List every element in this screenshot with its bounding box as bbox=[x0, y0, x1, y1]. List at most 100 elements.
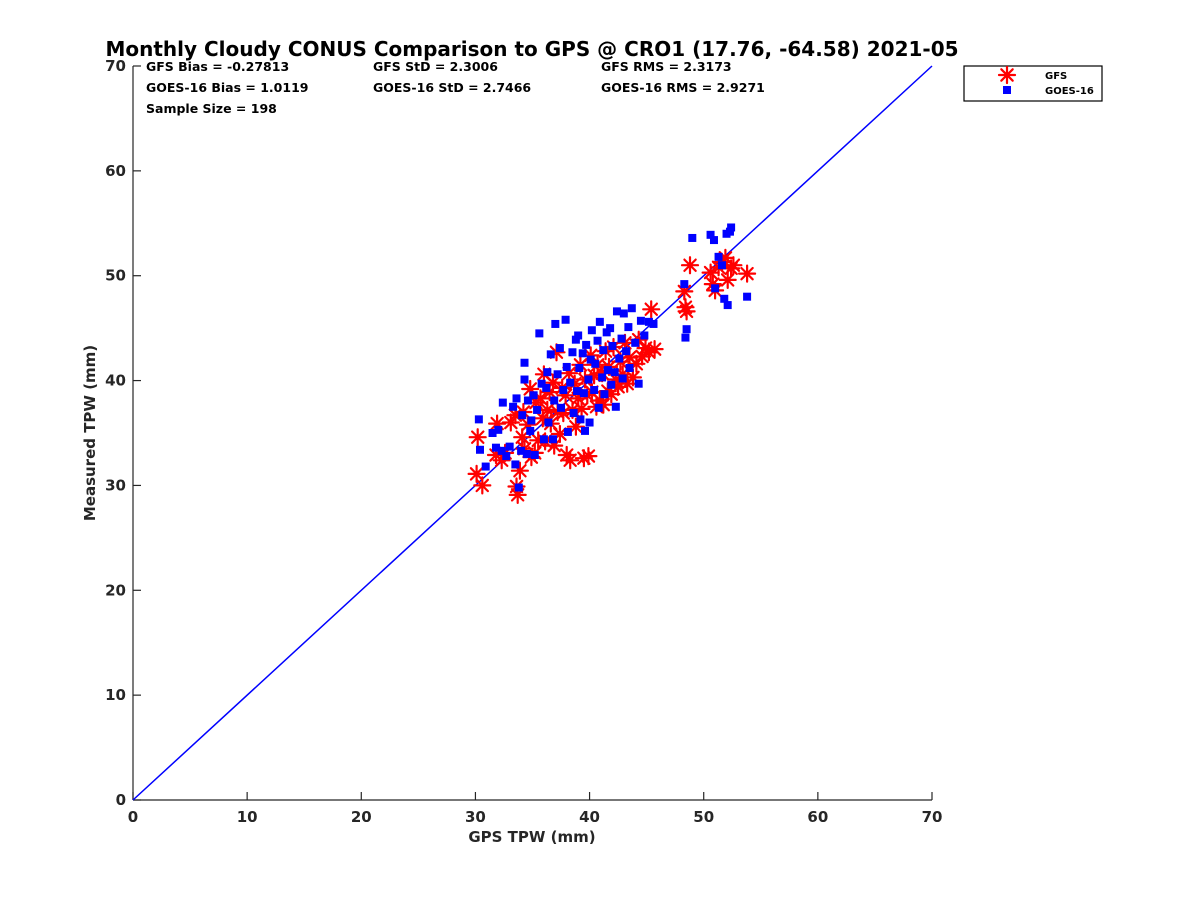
y-tick-label: 40 bbox=[105, 372, 126, 390]
gfs-point bbox=[506, 406, 525, 425]
gfs-point bbox=[510, 461, 529, 480]
goes16-point bbox=[578, 349, 587, 358]
gfs-point bbox=[585, 366, 604, 385]
x-tick-label: 40 bbox=[579, 808, 600, 826]
goes16-point bbox=[725, 227, 734, 236]
gfs-point bbox=[716, 248, 735, 267]
gfs-point bbox=[545, 436, 564, 455]
gfs-point-shape bbox=[703, 275, 722, 294]
gfs-std-stat: GFS StD = 2.3006 bbox=[373, 59, 498, 74]
gfs-point-shape bbox=[574, 449, 593, 468]
gfs-point bbox=[594, 395, 613, 414]
goes16-point bbox=[568, 348, 577, 357]
goes16-point bbox=[527, 416, 536, 425]
goes16-point bbox=[555, 344, 564, 353]
goes16-point bbox=[594, 403, 603, 412]
legend: GFS GOES-16 bbox=[963, 65, 1103, 102]
gfs-point bbox=[620, 348, 639, 367]
gfs-point-shape bbox=[468, 428, 487, 447]
gfs-point bbox=[593, 364, 612, 383]
gfs-point bbox=[550, 424, 569, 444]
goes16-point bbox=[607, 380, 616, 389]
gfs-point-shape bbox=[642, 300, 661, 319]
goes16-point bbox=[539, 435, 548, 444]
goes16-point bbox=[610, 368, 619, 377]
gfs-point bbox=[473, 476, 492, 495]
goes16-point bbox=[511, 460, 520, 469]
goes16-point bbox=[497, 446, 506, 455]
goes16-point bbox=[640, 331, 649, 340]
gfs-point bbox=[565, 374, 584, 393]
gfs-point bbox=[556, 386, 575, 405]
gfs-point bbox=[627, 354, 646, 373]
goes16-point bbox=[520, 375, 529, 384]
gfs-point-shape bbox=[543, 373, 563, 392]
legend-gfs-asterisk-shape bbox=[997, 65, 1017, 85]
gfs-point bbox=[543, 373, 563, 392]
goes16-point bbox=[590, 386, 599, 395]
gfs-point-shape bbox=[572, 399, 591, 418]
goes16-point bbox=[559, 386, 568, 395]
goes16-point bbox=[573, 387, 582, 396]
goes-bias-stat: GOES-16 Bias = 1.0119 bbox=[146, 80, 308, 95]
goes16-point bbox=[551, 319, 560, 328]
legend-gfs-label: GFS bbox=[1045, 71, 1067, 82]
goes16-point bbox=[566, 378, 575, 387]
goes16-point bbox=[544, 418, 553, 427]
gfs-point-shape bbox=[633, 347, 652, 366]
gfs-point-shape bbox=[675, 282, 694, 301]
goes16-point bbox=[680, 280, 689, 289]
gfs-point bbox=[531, 389, 550, 408]
goes-std-stat: GOES-16 StD = 2.7466 bbox=[373, 80, 531, 95]
goes16-point bbox=[526, 426, 535, 435]
goes16-point bbox=[612, 307, 621, 316]
gfs-point-shape bbox=[501, 413, 520, 432]
goes16-point bbox=[595, 317, 604, 326]
legend-gfs-marker bbox=[997, 65, 1017, 85]
goes16-point bbox=[582, 340, 591, 349]
goes16-point bbox=[563, 427, 572, 436]
gfs-point bbox=[559, 364, 579, 383]
y-tick-label: 10 bbox=[105, 686, 126, 704]
goes16-point bbox=[598, 373, 607, 382]
gfs-point bbox=[602, 385, 621, 404]
goes16-point bbox=[498, 398, 507, 407]
goes16-point bbox=[475, 445, 484, 454]
goes16-point bbox=[606, 324, 615, 333]
legend-box bbox=[963, 65, 1103, 102]
y-axis-label: Measured TPW (mm) bbox=[81, 345, 99, 521]
gfs-point-shape bbox=[613, 365, 632, 384]
gfs-point-shape bbox=[467, 464, 486, 483]
gfs-point bbox=[606, 370, 625, 389]
goes16-point bbox=[574, 331, 583, 340]
goes16-point bbox=[617, 334, 626, 343]
gfs-point bbox=[468, 428, 487, 447]
axis-ticks: 0 10 20 30 40 50 60 70 0 10 20 30 40 50 60 70 bbox=[105, 57, 942, 826]
gfs-point bbox=[680, 256, 700, 275]
gfs-point-shape bbox=[547, 343, 566, 362]
x-axis-label: GPS TPW (mm) bbox=[468, 828, 595, 846]
legend-goes16-marker bbox=[1003, 86, 1011, 94]
gfs-point-shape bbox=[540, 383, 559, 402]
goes16-point bbox=[575, 363, 584, 372]
gfs-point-shape bbox=[538, 400, 557, 419]
goes16-point bbox=[681, 333, 690, 342]
goes16-point bbox=[502, 452, 511, 461]
gfs-point bbox=[521, 379, 540, 399]
gfs-point-shape bbox=[581, 346, 600, 365]
goes16-point bbox=[535, 329, 544, 338]
legend-goes16-label: GOES-16 bbox=[1045, 86, 1094, 97]
goes16-point bbox=[593, 336, 602, 345]
goes16-point bbox=[514, 483, 523, 492]
goes16-point bbox=[571, 335, 580, 344]
y-tick-label: 0 bbox=[116, 791, 126, 809]
goes16-point bbox=[546, 350, 555, 359]
goes16-point bbox=[727, 223, 736, 232]
gfs-point-shape bbox=[557, 445, 576, 465]
goes16-point bbox=[706, 230, 715, 239]
gfs-point-shape bbox=[506, 406, 525, 425]
gfs-point bbox=[579, 447, 598, 466]
gfs-point bbox=[554, 404, 573, 423]
gfs-point bbox=[513, 428, 532, 447]
